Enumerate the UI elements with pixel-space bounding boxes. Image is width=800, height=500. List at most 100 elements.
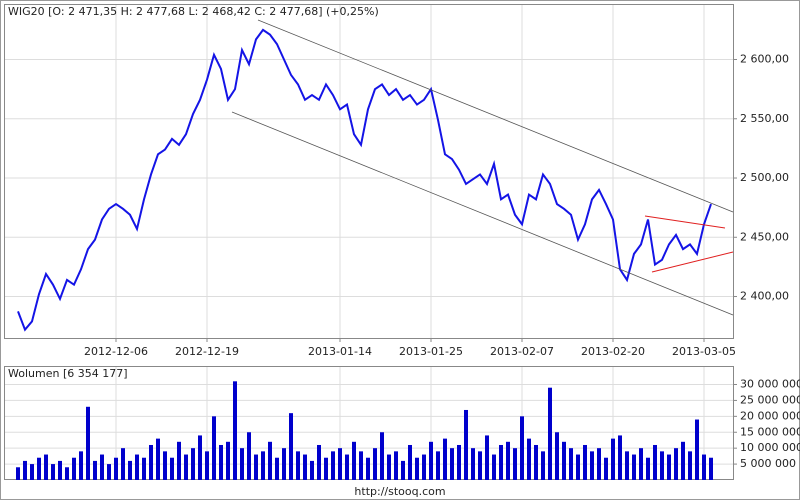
volume-bar	[604, 457, 608, 480]
volume-bar	[268, 441, 272, 480]
volume-bar	[611, 438, 615, 480]
volume-bar	[44, 454, 48, 480]
volume-bar	[639, 448, 643, 480]
volume-bar	[142, 457, 146, 480]
volume-bar	[58, 460, 62, 480]
volume-bar	[72, 457, 76, 480]
volume-bar	[464, 409, 468, 480]
y-tick-label: 5 000 000	[740, 457, 796, 470]
volume-bar	[695, 419, 699, 480]
volume-bar	[450, 448, 454, 480]
y-tick-label: 2 500,00	[740, 171, 789, 184]
volume-bar	[170, 457, 174, 480]
volume-bar	[618, 435, 622, 480]
volume-bar	[674, 448, 678, 480]
y-tick-label: 2 550,00	[740, 112, 789, 125]
volume-bar	[527, 438, 531, 480]
y-tick-label: 10 000 000	[740, 441, 800, 454]
volume-bar	[275, 457, 279, 480]
price-line	[17, 28, 712, 332]
volume-bar	[149, 444, 153, 480]
price-panel	[4, 4, 734, 339]
volume-bar	[646, 457, 650, 480]
volume-bar	[107, 464, 111, 480]
volume-bar	[310, 460, 314, 480]
volume-bar	[401, 460, 405, 480]
volume-bar	[569, 448, 573, 480]
volume-bar	[163, 451, 167, 480]
volume-bar	[688, 451, 692, 480]
volume-bar	[625, 451, 629, 480]
triangle-upper	[644, 215, 726, 229]
volume-bar	[429, 441, 433, 480]
volume-bar	[37, 457, 41, 480]
volume-bar	[660, 451, 664, 480]
y-tick-label: 20 000 000	[740, 409, 800, 422]
volume-bar	[422, 454, 426, 480]
volume-bar	[128, 460, 132, 480]
volume-bar	[65, 467, 69, 480]
volume-bar	[121, 448, 125, 480]
x-tick-label: 2013-02-20	[581, 345, 645, 358]
y-tick-label: 30 000 000	[740, 378, 800, 391]
volume-bar	[548, 387, 552, 480]
volume-bar	[156, 438, 160, 480]
volume-bar	[296, 451, 300, 480]
volume-bar	[513, 448, 517, 480]
x-tick-label: 2013-01-14	[308, 345, 372, 358]
volume-bar	[86, 406, 90, 480]
volume-bar	[219, 444, 223, 480]
volume-bar	[387, 454, 391, 480]
volume-bar	[471, 448, 475, 480]
volume-bar	[205, 451, 209, 480]
y-tick-label: 2 600,00	[740, 53, 789, 66]
volume-bar	[114, 457, 118, 480]
volume-bar	[198, 435, 202, 480]
volume-bar	[380, 432, 384, 480]
volume-bar	[352, 441, 356, 480]
volume-bar	[408, 444, 412, 480]
volume-bar	[576, 454, 580, 480]
volume-bar	[30, 464, 34, 480]
volume-bar	[79, 451, 83, 480]
volume-bar	[492, 454, 496, 480]
volume-bar	[233, 381, 237, 480]
volume-bar	[324, 457, 328, 480]
volume-bar	[191, 448, 195, 480]
volume-bar	[583, 444, 587, 480]
volume-bar	[16, 467, 20, 480]
x-tick-label: 2012-12-06	[84, 345, 148, 358]
y-tick-label: 15 000 000	[740, 425, 800, 438]
volume-bar	[366, 457, 370, 480]
volume-bar	[709, 457, 713, 480]
volume-bar	[261, 451, 265, 480]
volume-bar	[541, 451, 545, 480]
triangle-lower	[651, 251, 734, 273]
volume-bar	[184, 454, 188, 480]
volume-bar	[506, 441, 510, 480]
volume-bar	[240, 448, 244, 480]
volume-bar	[317, 444, 321, 480]
volume-bar	[135, 454, 139, 480]
volume-bar	[359, 451, 363, 480]
volume-bar	[289, 413, 293, 480]
volume-bar	[478, 451, 482, 480]
volume-bar	[667, 454, 671, 480]
x-tick-label: 2013-02-07	[490, 345, 554, 358]
volume-bar	[23, 460, 27, 480]
volume-bar	[303, 454, 307, 480]
channel-upper	[257, 19, 734, 213]
volume-bar	[331, 451, 335, 480]
volume-bar	[282, 448, 286, 480]
volume-bar	[702, 454, 706, 480]
volume-bar	[681, 441, 685, 480]
volume-bar	[457, 444, 461, 480]
volume-bar	[345, 454, 349, 480]
volume-bar	[562, 441, 566, 480]
volume-bar	[93, 460, 97, 480]
y-tick-label: 25 000 000	[740, 393, 800, 406]
volume-bar	[212, 416, 216, 480]
volume-bar	[534, 444, 538, 480]
price-title: WIG20 [O: 2 471,35 H: 2 477,68 L: 2 468,…	[8, 5, 379, 18]
